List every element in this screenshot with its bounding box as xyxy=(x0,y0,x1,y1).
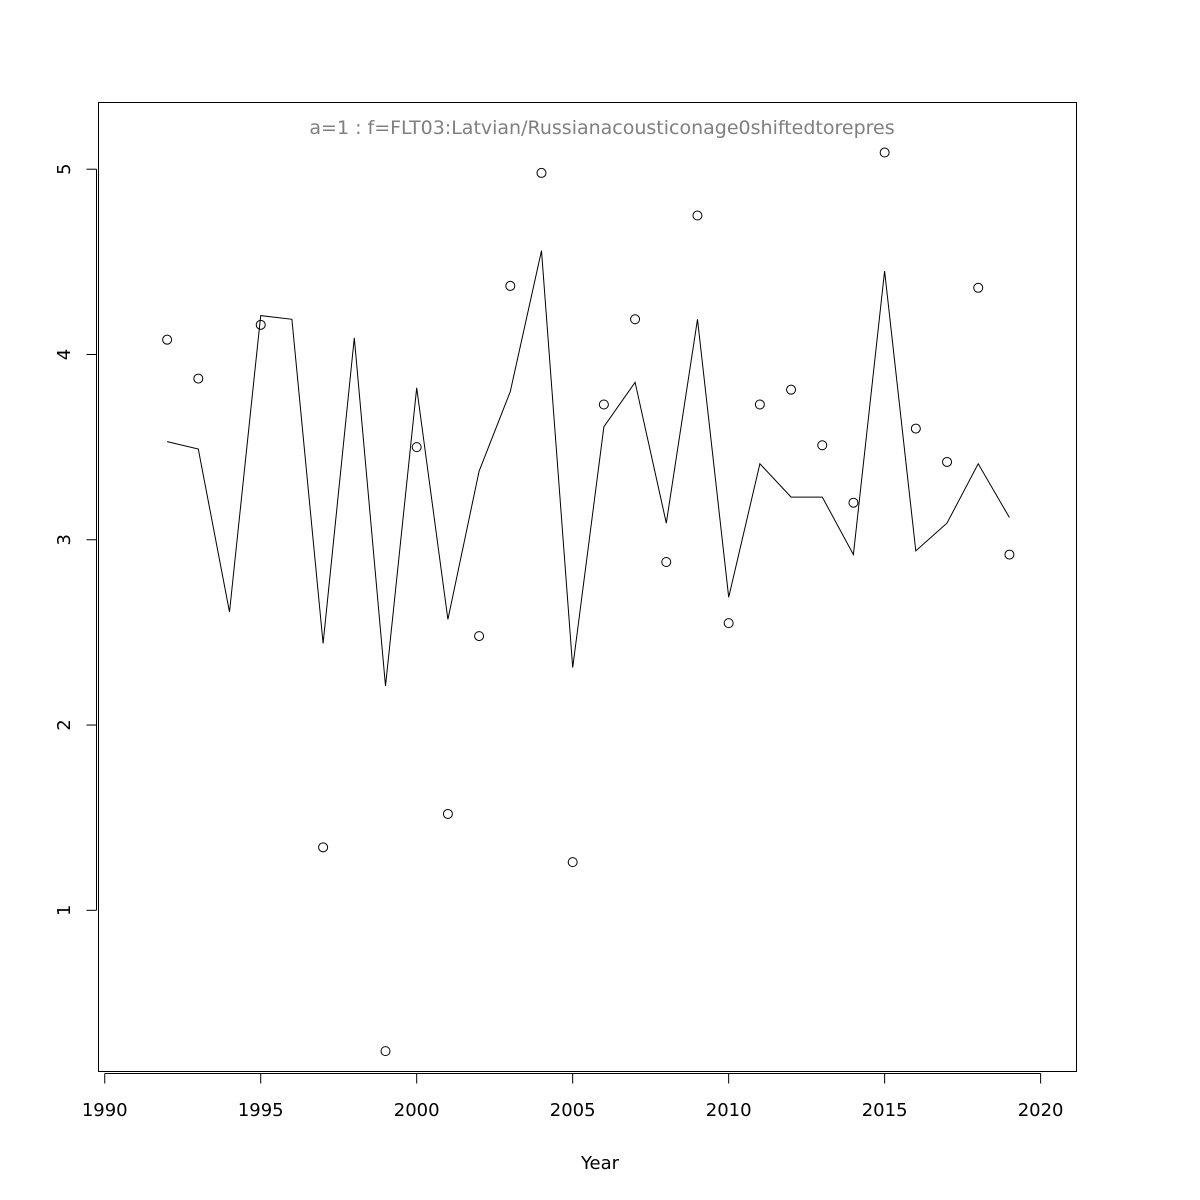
point-series xyxy=(162,147,1015,1057)
y-tick-label: 2 xyxy=(54,719,75,730)
x-tick-label: 2010 xyxy=(706,1100,752,1121)
x-axis: 1990 1995 2000 2005 2010 2015 2020 xyxy=(82,1073,1064,1121)
data-point xyxy=(661,556,672,567)
y-axis: 1 2 3 4 5 xyxy=(54,163,97,916)
data-point xyxy=(942,456,953,467)
data-point xyxy=(411,442,422,453)
data-point xyxy=(692,210,703,221)
fitted-line xyxy=(166,250,1010,687)
x-tick-label: 2005 xyxy=(550,1100,596,1121)
y-tick-label: 1 xyxy=(54,905,75,916)
y-tick-label: 3 xyxy=(54,534,75,545)
data-point xyxy=(162,334,173,345)
data-point xyxy=(879,147,890,158)
x-tick-label: 1995 xyxy=(238,1100,284,1121)
data-point xyxy=(723,618,734,629)
data-point xyxy=(598,399,609,410)
chart-title: a=1 : f=FLT03:Latvian/Russianacousticona… xyxy=(309,117,894,139)
data-point xyxy=(817,440,828,451)
data-point xyxy=(910,423,921,434)
data-point xyxy=(567,857,578,868)
x-tick-label: 1990 xyxy=(82,1100,128,1121)
line-series xyxy=(166,250,1010,687)
data-point xyxy=(474,631,485,642)
data-point xyxy=(1004,549,1015,560)
data-point xyxy=(630,314,641,325)
plot-frame xyxy=(98,102,1077,1072)
data-point xyxy=(754,399,765,410)
data-point xyxy=(536,167,547,178)
x-tick-label: 2000 xyxy=(394,1100,440,1121)
x-tick-label: 2020 xyxy=(1018,1100,1064,1121)
x-tick-label: 2015 xyxy=(862,1100,908,1121)
x-axis-label: Year xyxy=(580,1153,620,1174)
y-tick-label: 5 xyxy=(54,163,75,174)
data-point xyxy=(505,280,516,291)
y-tick-label: 4 xyxy=(54,349,75,360)
data-point xyxy=(442,808,453,819)
data-point xyxy=(848,497,859,508)
data-point xyxy=(786,384,797,395)
data-point xyxy=(380,1046,391,1057)
data-point xyxy=(255,319,266,330)
data-point xyxy=(318,842,329,853)
data-point xyxy=(973,282,984,293)
data-point xyxy=(193,373,204,384)
